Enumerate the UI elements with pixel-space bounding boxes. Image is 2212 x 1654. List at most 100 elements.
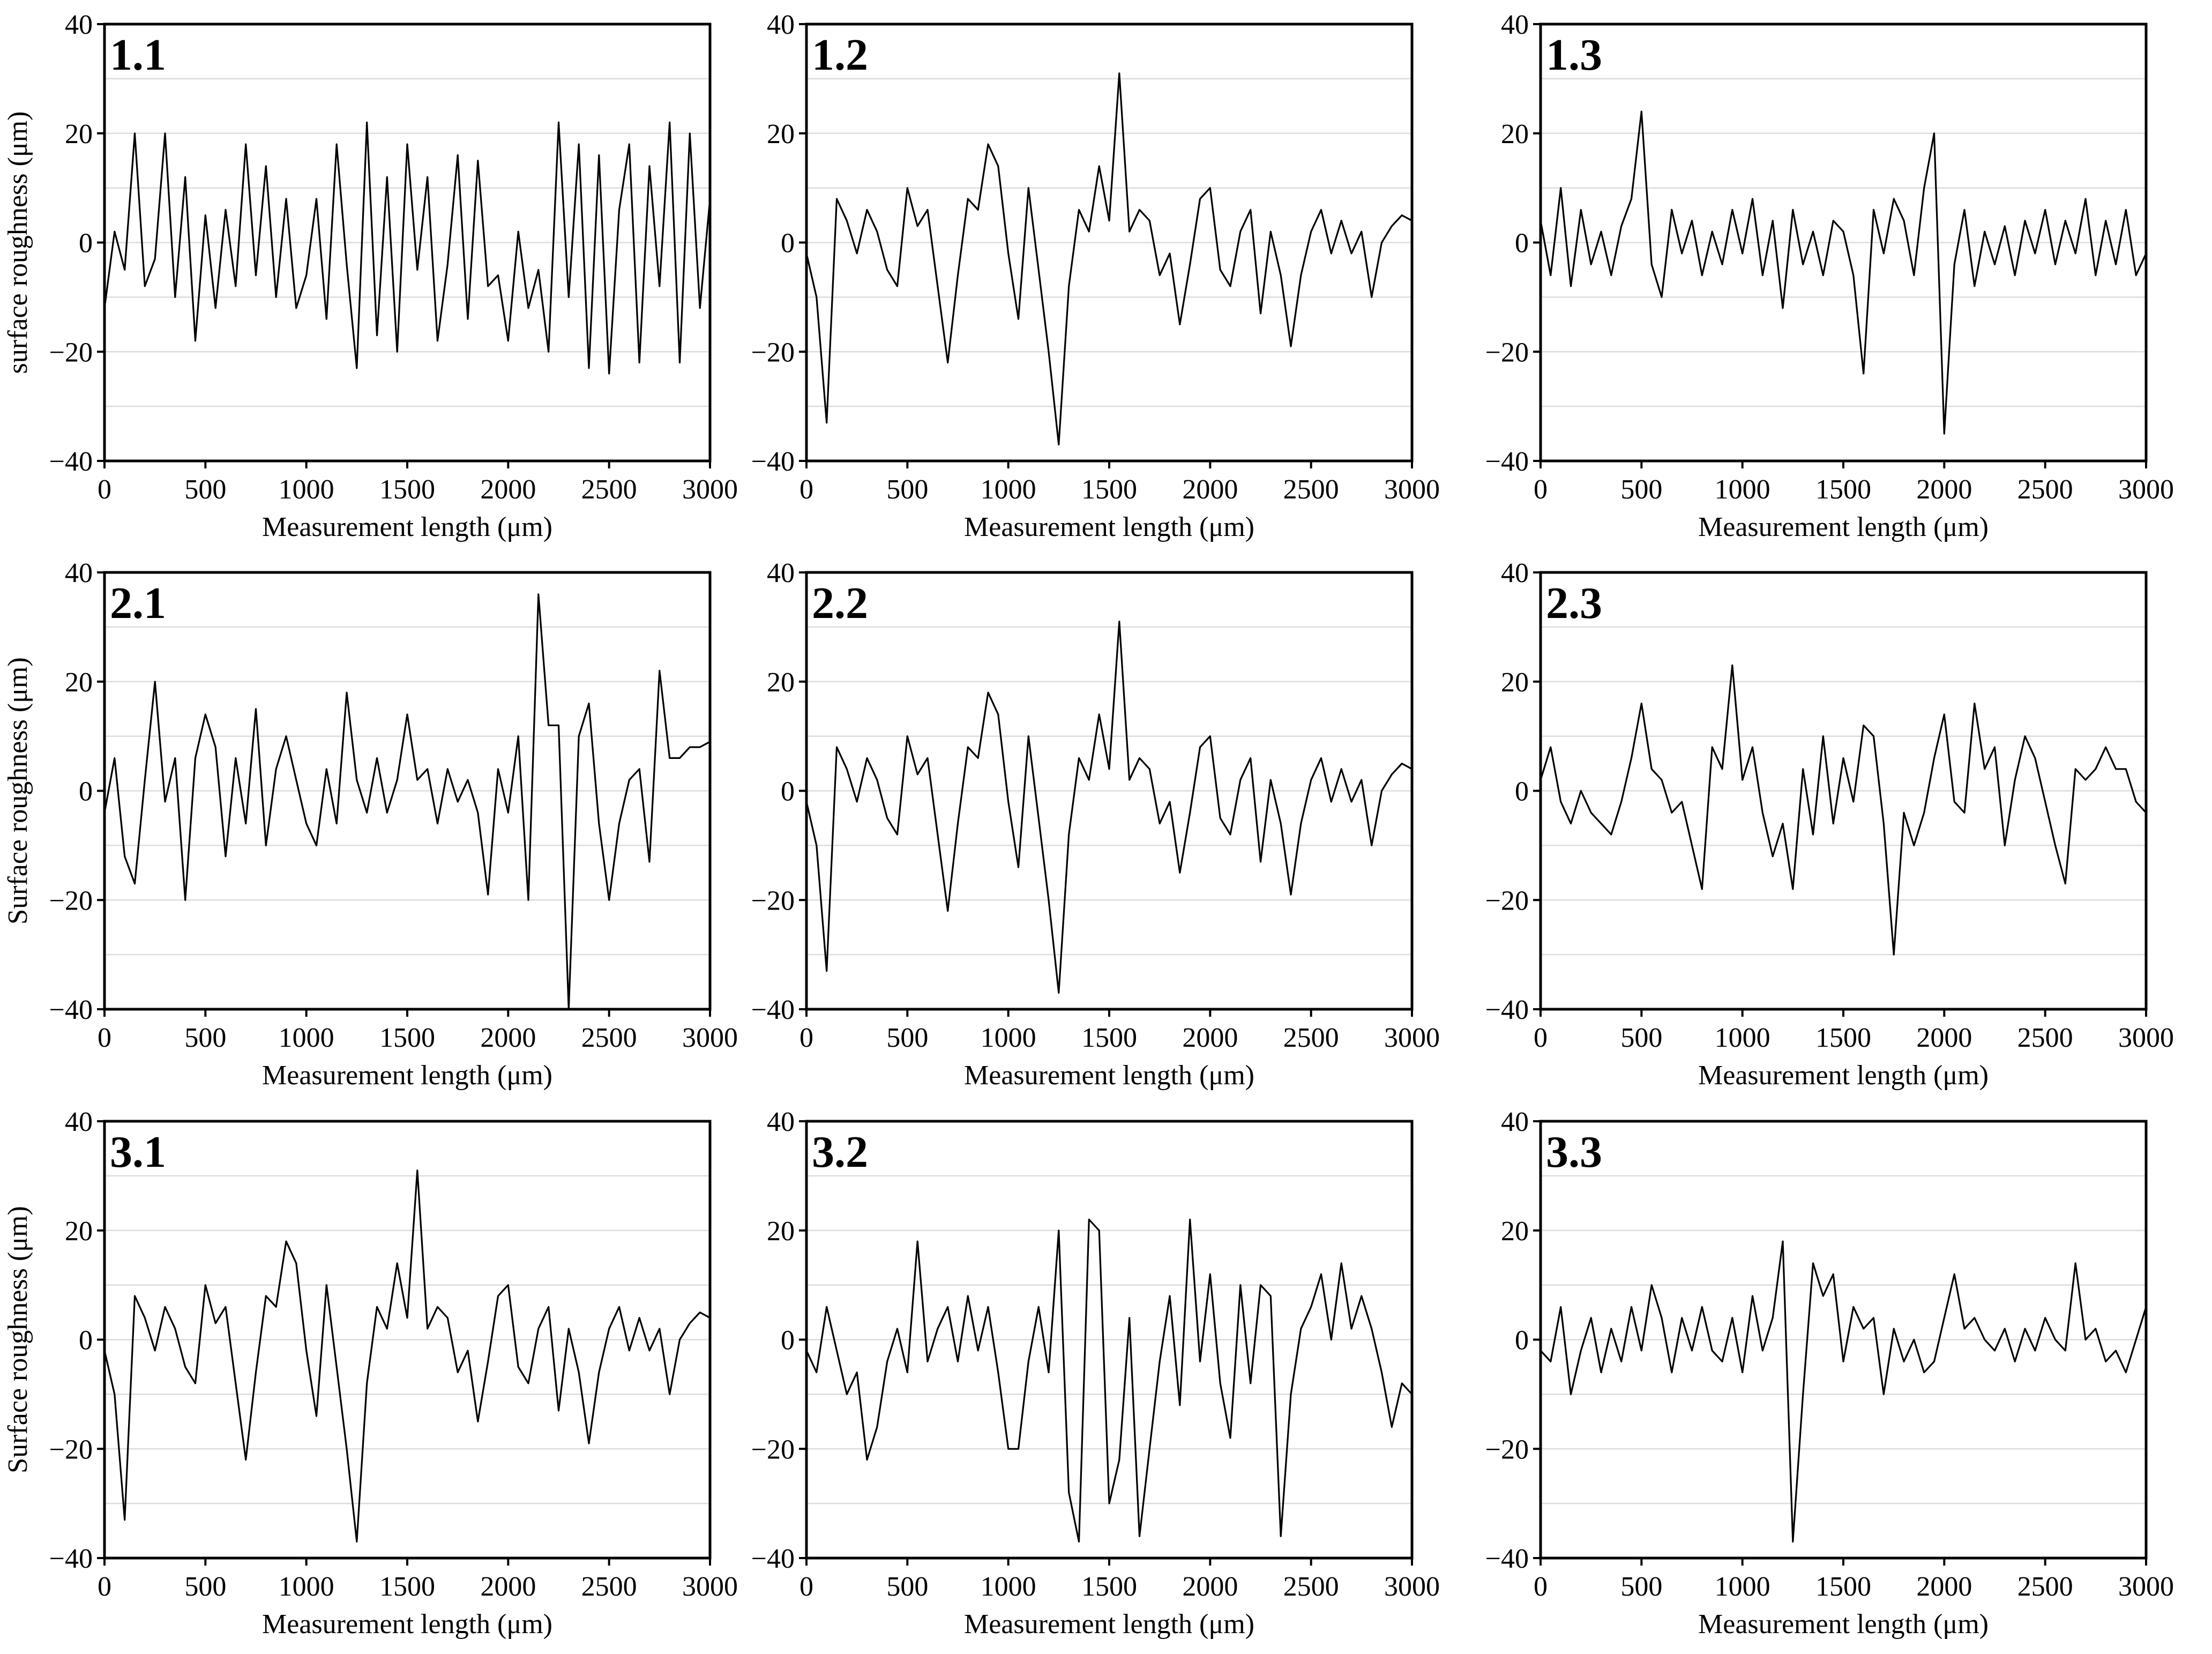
- x-tick-label: 2000: [1182, 1571, 1238, 1602]
- y-tick-label: 0: [79, 228, 93, 259]
- y-tick-label: −20: [751, 885, 795, 916]
- x-tick-label: 1000: [981, 1571, 1036, 1602]
- x-tick-label: 1000: [279, 474, 334, 505]
- y-tick-label: −40: [49, 995, 93, 1025]
- x-axis-title: Measurement length (μm): [262, 1609, 552, 1640]
- y-tick-label: −40: [49, 1544, 93, 1574]
- x-axis-title: Measurement length (μm): [262, 512, 552, 542]
- y-tick-label: 20: [65, 667, 93, 698]
- y-tick-label: −20: [49, 885, 93, 916]
- y-tick-label: 40: [767, 558, 795, 588]
- x-tick-label: 1000: [981, 1023, 1036, 1053]
- x-tick-label: 2500: [581, 1571, 637, 1602]
- x-tick-label: 2000: [480, 1023, 536, 1053]
- x-tick-label: 1500: [1081, 474, 1137, 505]
- panel-label: 1.1: [110, 30, 166, 80]
- y-tick-label: 0: [79, 777, 93, 807]
- x-tick-label: 2500: [581, 474, 637, 505]
- y-tick-label: 20: [1501, 667, 1529, 698]
- x-tick-label: 500: [1620, 474, 1662, 505]
- y-tick-label: 20: [767, 119, 795, 150]
- x-tick-label: 1500: [1815, 1023, 1871, 1053]
- y-tick-label: −40: [49, 446, 93, 477]
- chart-1-2: −40 −20 0 20 40 0 500 1000 1500 2000 2500 3000 Measu…: [751, 10, 1440, 542]
- x-tick-label: 500: [1620, 1023, 1662, 1053]
- y-tick-label: 0: [781, 1325, 795, 1356]
- x-tick-label: 1000: [1715, 1023, 1770, 1053]
- x-tick-label: 3000: [1384, 1023, 1440, 1053]
- x-tick-label: 3000: [682, 1571, 738, 1602]
- x-tick-label: 1500: [1815, 1571, 1871, 1602]
- x-axis-title: Measurement length (μm): [1698, 1609, 1989, 1640]
- x-tick-label: 1000: [1715, 474, 1770, 505]
- y-tick-label: −20: [1485, 885, 1529, 916]
- y-tick-label: 20: [767, 1216, 795, 1247]
- chart-3-3: −40 −20 0 20 40 0 500 1000 1500 2000 2500 3000 Measu…: [1485, 1107, 2174, 1640]
- x-tick-label: 1000: [279, 1023, 334, 1053]
- y-tick-label: 0: [1515, 1325, 1529, 1356]
- x-tick-label: 2500: [1283, 474, 1339, 505]
- y-tick-label: 0: [79, 1325, 93, 1356]
- x-tick-label: 3000: [2118, 474, 2174, 505]
- y-tick-label: 20: [1501, 119, 1529, 150]
- x-tick-label: 1500: [1081, 1571, 1137, 1602]
- y-tick-label: 40: [1501, 1107, 1529, 1137]
- chart-3-2: −40 −20 0 20 40 0 500 1000 1500 2000 2500 3000 Measu…: [751, 1107, 1440, 1640]
- x-tick-label: 3000: [2118, 1571, 2174, 1602]
- x-tick-label: 2000: [1916, 474, 1972, 505]
- x-tick-label: 0: [799, 474, 813, 505]
- chart-2-3: −40 −20 0 20 40 0 500 1000 1500 2000 2500 3000 Measu…: [1485, 558, 2174, 1091]
- y-tick-label: −40: [751, 995, 795, 1025]
- y-tick-label: 40: [65, 1107, 93, 1137]
- chart-1-3: −40 −20 0 20 40 0 500 1000 1500 2000 2500 3000 Measu…: [1485, 10, 2174, 542]
- roughness-profile-line: [1540, 1240, 2147, 1543]
- y-tick-label: −40: [1485, 1544, 1529, 1574]
- x-tick-label: 1000: [981, 474, 1036, 505]
- y-tick-label: 20: [65, 119, 93, 150]
- x-tick-label: 2000: [1916, 1023, 1972, 1053]
- y-tick-label: −40: [1485, 995, 1529, 1025]
- roughness-profile-line: [1540, 664, 2147, 956]
- x-tick-label: 3000: [2118, 1023, 2174, 1053]
- x-tick-label: 1500: [379, 1571, 435, 1602]
- x-tick-label: 500: [886, 474, 928, 505]
- x-tick-label: 1000: [1715, 1571, 1770, 1602]
- x-tick-label: 1500: [379, 1023, 435, 1053]
- y-axis-title: Surface roughness (μm): [3, 657, 33, 925]
- x-tick-label: 1000: [279, 1571, 334, 1602]
- x-tick-label: 0: [1534, 1571, 1548, 1602]
- x-tick-label: 500: [184, 1023, 226, 1053]
- y-tick-label: 40: [1501, 558, 1529, 588]
- x-tick-label: 0: [1534, 1023, 1548, 1053]
- x-tick-label: 2500: [1283, 1023, 1339, 1053]
- roughness-profile-line: [805, 72, 1413, 446]
- x-axis-title: Measurement length (μm): [1698, 1060, 1989, 1091]
- panel-label: 2.1: [110, 578, 166, 628]
- x-tick-label: 500: [886, 1571, 928, 1602]
- x-tick-label: 3000: [682, 1023, 738, 1053]
- x-tick-label: 0: [799, 1571, 813, 1602]
- x-tick-label: 2500: [581, 1023, 637, 1053]
- y-axis-title: surface roughness (μm): [3, 111, 33, 374]
- y-tick-label: −40: [751, 1544, 795, 1574]
- y-axis-title: Surface roughness (μm): [3, 1206, 33, 1473]
- x-tick-label: 500: [886, 1023, 928, 1053]
- y-tick-label: 0: [1515, 228, 1529, 259]
- y-tick-label: −40: [751, 446, 795, 477]
- y-tick-label: 0: [1515, 777, 1529, 807]
- roughness-profile-line: [103, 1169, 711, 1543]
- panel-label: 3.3: [1546, 1127, 1602, 1177]
- x-tick-label: 0: [98, 474, 111, 505]
- x-axis-title: Measurement length (μm): [964, 1609, 1254, 1640]
- x-axis-title: Measurement length (μm): [1698, 512, 1989, 542]
- panel-label: 2.3: [1546, 578, 1602, 628]
- y-tick-label: 40: [65, 558, 93, 588]
- y-tick-label: 20: [1501, 1216, 1529, 1247]
- x-tick-label: 2000: [1182, 1023, 1238, 1053]
- roughness-profile-line: [103, 593, 711, 1010]
- x-tick-label: 500: [1620, 1571, 1662, 1602]
- x-tick-label: 2000: [1916, 1571, 1972, 1602]
- chart-2-1: −40 −20 0 20 40 0 500 1000 1500 2000 2500 3000 Measu…: [3, 558, 738, 1091]
- x-tick-label: 0: [98, 1571, 111, 1602]
